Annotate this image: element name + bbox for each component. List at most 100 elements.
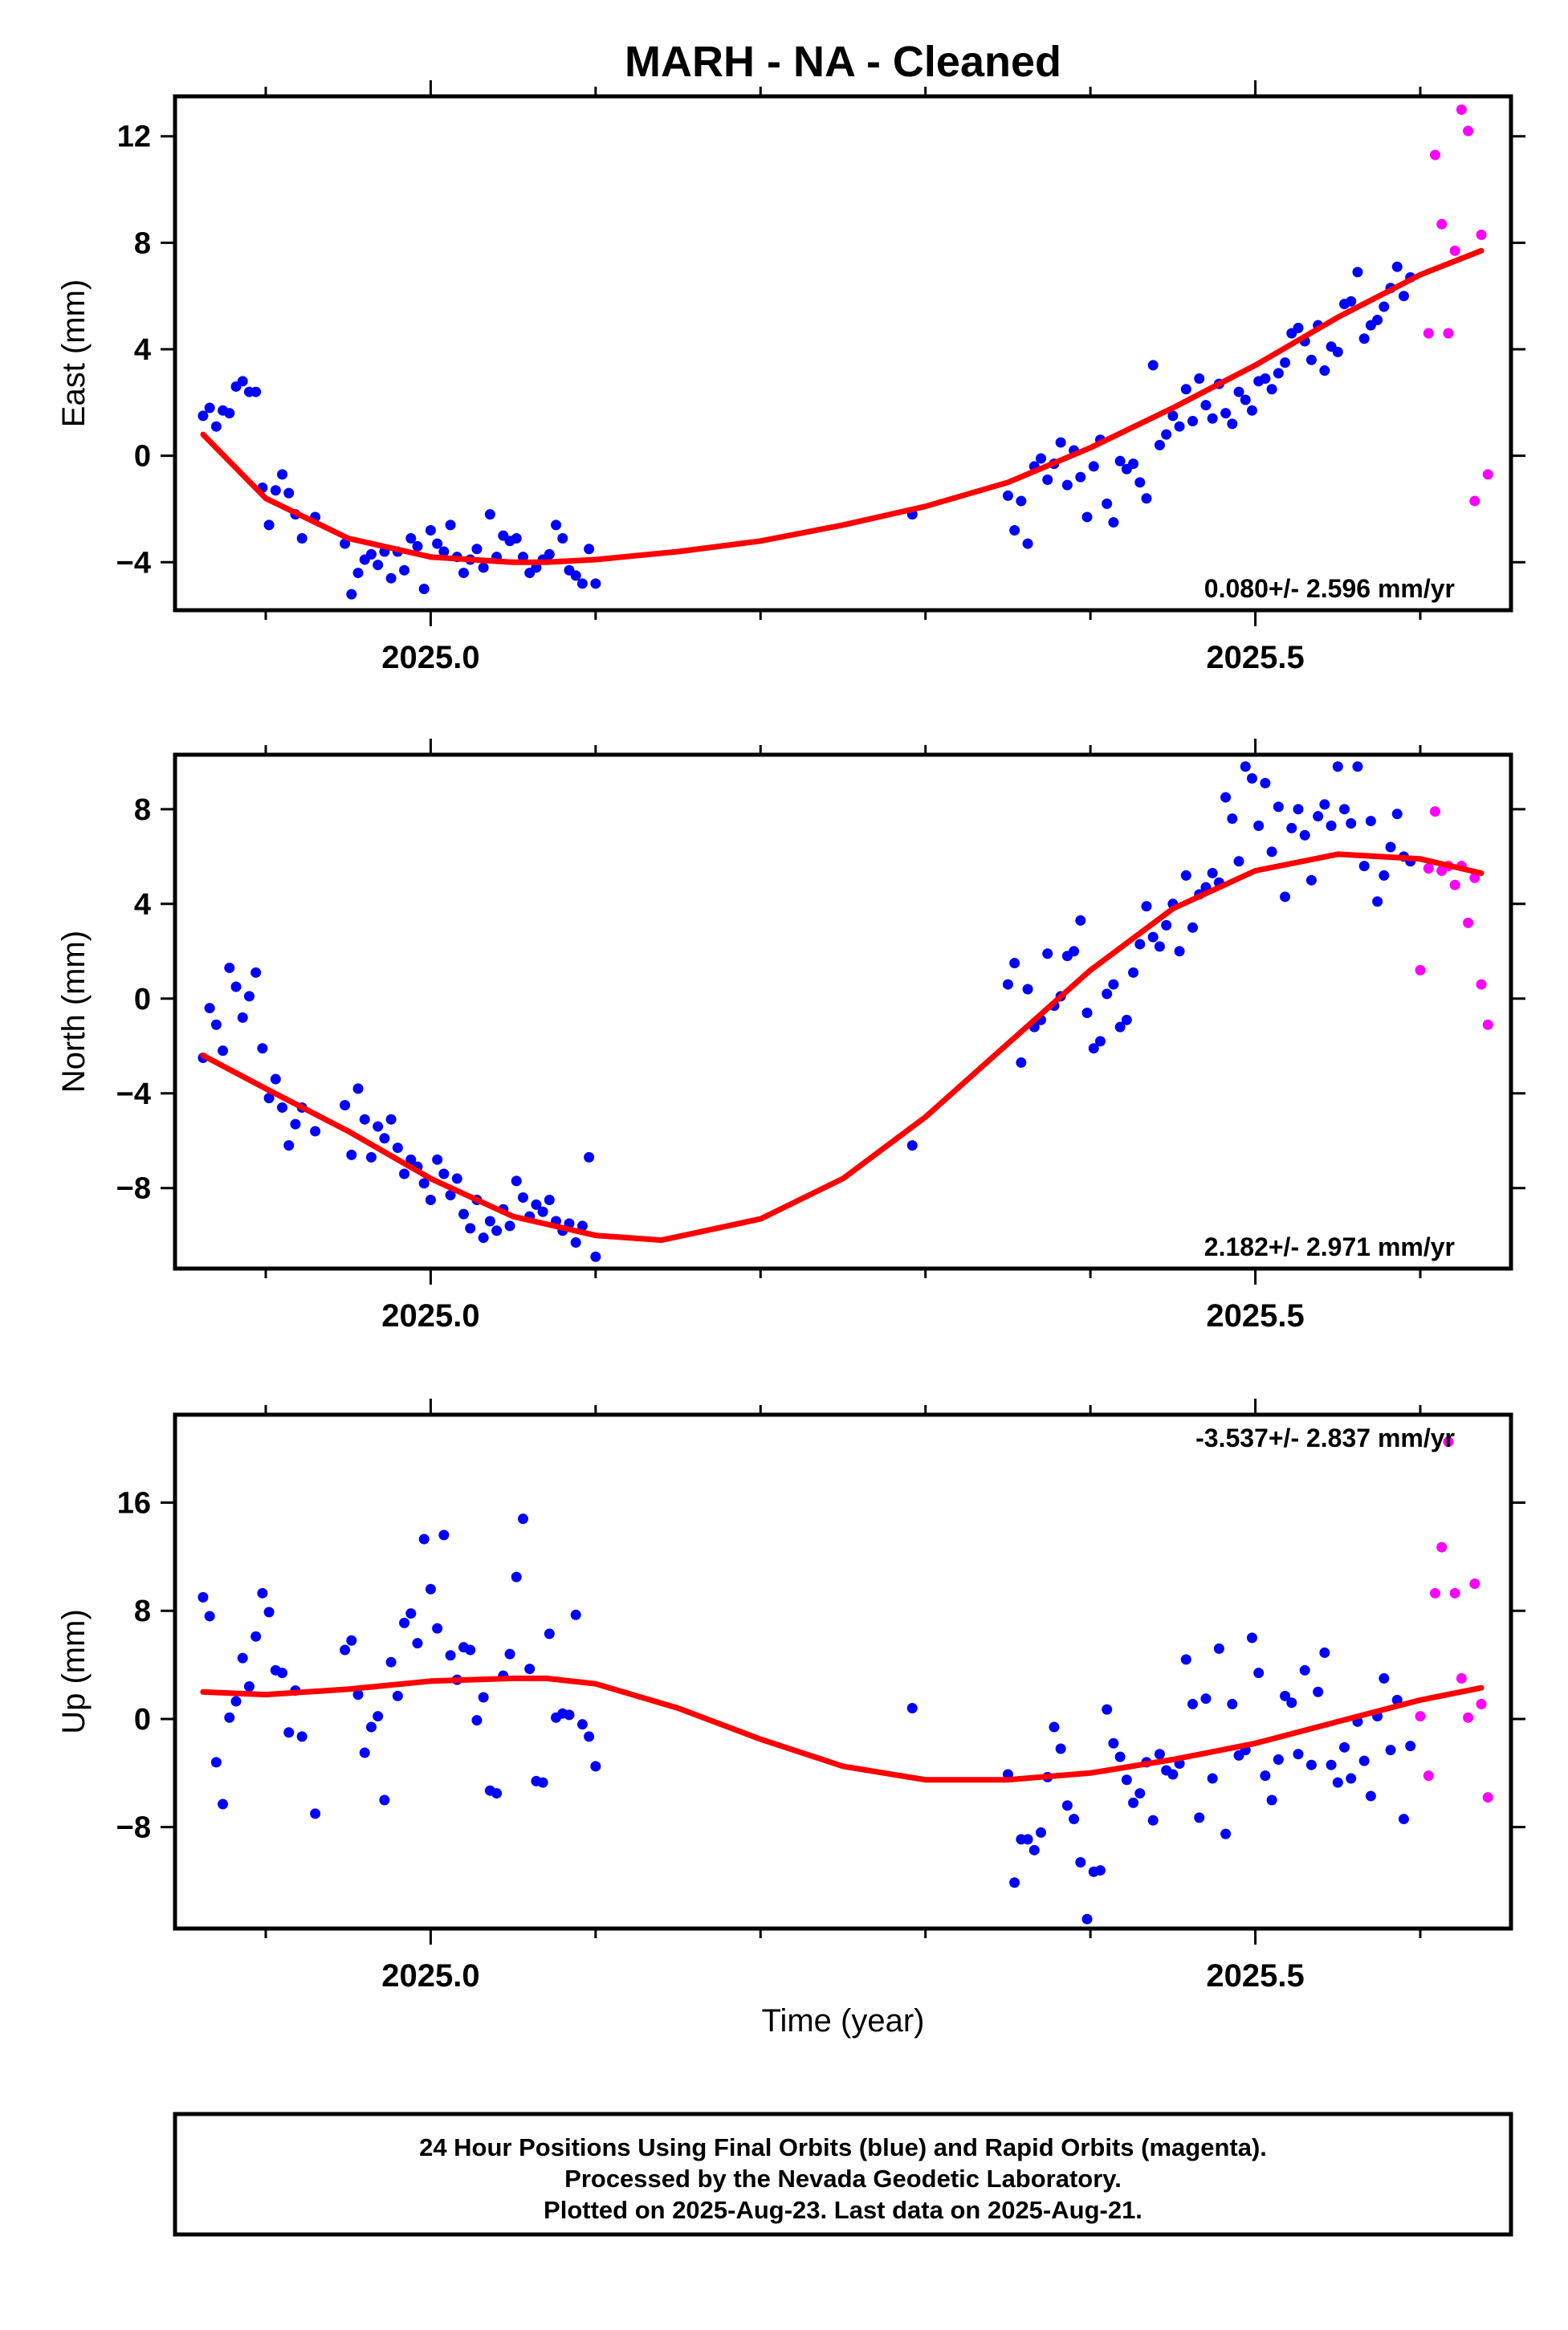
- x-tick-label: 2025.0: [381, 640, 479, 675]
- final-orbit-point: [1266, 1794, 1277, 1806]
- final-orbit-point: [1339, 1741, 1350, 1753]
- rapid-orbit-point: [1443, 1436, 1454, 1448]
- final-orbit-point: [1332, 761, 1343, 772]
- final-orbit-point: [1346, 295, 1357, 307]
- rapid-orbit-point: [1469, 1578, 1480, 1590]
- final-orbit-point: [1246, 772, 1257, 784]
- final-orbit-point: [352, 1083, 364, 1094]
- final-orbit-point: [1379, 1672, 1390, 1684]
- rapid-orbit-point: [1469, 495, 1480, 507]
- final-orbit-point: [385, 572, 397, 584]
- final-orbit-point: [438, 1168, 450, 1179]
- y-axis-label: East (mm): [56, 279, 92, 427]
- final-orbit-point: [1240, 761, 1251, 772]
- rapid-orbit-point: [1463, 917, 1474, 928]
- final-orbit-point: [373, 1711, 384, 1722]
- final-orbit-point: [1305, 874, 1317, 886]
- rapid-orbit-point: [1436, 218, 1448, 230]
- final-orbit-point: [204, 402, 215, 413]
- velocity-annotation: -3.537+/- 2.837 mm/yr: [1195, 1424, 1455, 1452]
- final-orbit-point: [576, 1220, 588, 1232]
- final-orbit-point: [1286, 1697, 1297, 1709]
- final-orbit-point: [1128, 458, 1139, 470]
- y-tick-label: −4: [116, 1077, 151, 1111]
- final-orbit-point: [511, 1175, 522, 1187]
- final-orbit-point: [1141, 901, 1152, 912]
- final-orbit-point: [906, 1702, 918, 1713]
- final-orbit-point: [1240, 394, 1251, 405]
- final-orbit-point: [210, 1019, 222, 1030]
- final-orbit-point: [544, 1628, 555, 1640]
- final-orbit-point: [1094, 1865, 1106, 1876]
- final-orbit-point: [478, 562, 489, 573]
- final-orbit-point: [1313, 811, 1324, 822]
- final-orbit-point: [257, 1043, 268, 1054]
- final-orbit-point: [438, 546, 450, 557]
- final-orbit-point: [283, 1140, 295, 1151]
- final-orbit-point: [544, 548, 555, 560]
- final-orbit-point: [224, 408, 235, 419]
- final-orbit-point: [1121, 1774, 1132, 1786]
- final-orbit-point: [1365, 1790, 1376, 1802]
- final-orbit-point: [346, 1149, 357, 1160]
- rapid-orbit-point: [1423, 1770, 1434, 1782]
- final-orbit-point: [1246, 405, 1257, 416]
- final-orbit-point: [1009, 1877, 1020, 1888]
- final-orbit-point: [1358, 333, 1370, 344]
- plot-frame: [173, 1412, 1513, 1931]
- final-orbit-point: [352, 568, 364, 579]
- final-orbit-point: [517, 1513, 528, 1525]
- y-tick-label: 16: [117, 1486, 151, 1520]
- final-orbit-point: [198, 1591, 209, 1603]
- y-tick-label: 4: [134, 333, 151, 367]
- velocity-annotation: 2.182+/- 2.971 mm/yr: [1204, 1232, 1455, 1261]
- final-orbit-point: [1009, 958, 1020, 969]
- final-orbit-point: [310, 1126, 321, 1137]
- rapid-orbit-point: [1430, 149, 1441, 161]
- final-orbit-point: [1273, 368, 1284, 379]
- final-orbit-point: [1319, 799, 1330, 810]
- final-orbit-point: [478, 1692, 489, 1703]
- final-orbit-point: [1379, 870, 1390, 881]
- final-orbit-point: [1042, 948, 1053, 959]
- final-orbit-point: [1352, 267, 1363, 278]
- final-orbit-point: [405, 532, 417, 544]
- y-tick-label: 0: [134, 983, 151, 1016]
- final-orbit-point: [1108, 979, 1119, 990]
- final-orbit-point: [491, 1788, 503, 1799]
- final-orbit-point: [1147, 931, 1159, 943]
- y-tick-label: 8: [134, 226, 151, 260]
- x-tick-label: 2025.0: [381, 1958, 479, 1994]
- final-orbit-point: [1339, 804, 1350, 815]
- final-orbit-point: [1391, 809, 1403, 820]
- final-orbit-point: [210, 1757, 222, 1768]
- final-orbit-point: [257, 1587, 268, 1599]
- rapid-orbit-point: [1423, 328, 1434, 339]
- final-orbit-point: [1391, 261, 1403, 272]
- final-orbit-point: [352, 1689, 364, 1701]
- final-orbit-point: [432, 1623, 443, 1634]
- final-orbit-point: [1379, 301, 1390, 312]
- final-orbit-point: [204, 1611, 215, 1622]
- final-orbit-point: [484, 509, 495, 520]
- final-orbit-point: [1147, 360, 1159, 371]
- final-orbit-point: [365, 548, 377, 560]
- rapid-orbit-point: [1469, 872, 1480, 883]
- final-orbit-point: [1167, 410, 1179, 422]
- final-orbit-point: [1233, 856, 1244, 867]
- final-orbit-point: [432, 538, 443, 549]
- final-orbit-point: [379, 1794, 390, 1806]
- final-orbit-point: [445, 1650, 456, 1661]
- final-orbit-point: [412, 1638, 423, 1649]
- panel-east: −4 0 4 8 12 2025.0 2025.5 East (mm) 0.080+/- 2.5…: [56, 80, 1525, 675]
- final-orbit-point: [385, 1656, 397, 1668]
- panels-group: −4 0 4 8 12 2025.0 2025.5 East (mm) 0.080+/- 2.5…: [56, 80, 1525, 1994]
- final-orbit-point: [210, 421, 222, 432]
- final-orbit-point: [198, 410, 209, 422]
- data-layer: [198, 104, 1493, 600]
- final-orbit-point: [1385, 1745, 1396, 1756]
- final-orbit-point: [296, 1731, 307, 1742]
- final-orbit-point: [283, 487, 295, 499]
- footer-frame: [173, 2112, 1513, 2237]
- final-orbit-point: [576, 578, 588, 589]
